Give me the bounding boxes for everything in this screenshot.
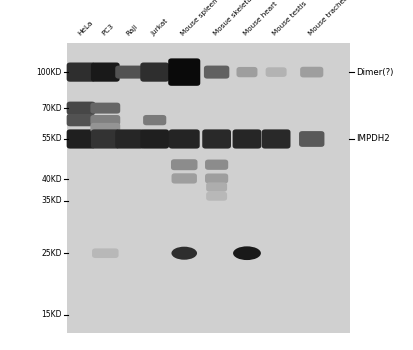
Text: HeLa: HeLa bbox=[77, 20, 94, 37]
FancyBboxPatch shape bbox=[204, 65, 229, 79]
Text: 100KD: 100KD bbox=[37, 68, 62, 77]
Text: Dimer(?): Dimer(?) bbox=[356, 68, 393, 77]
FancyBboxPatch shape bbox=[237, 67, 257, 77]
FancyBboxPatch shape bbox=[168, 58, 200, 86]
Text: PC3: PC3 bbox=[101, 23, 115, 37]
Ellipse shape bbox=[171, 247, 197, 260]
FancyBboxPatch shape bbox=[140, 63, 169, 82]
FancyBboxPatch shape bbox=[115, 65, 144, 79]
FancyBboxPatch shape bbox=[66, 114, 95, 126]
FancyBboxPatch shape bbox=[91, 63, 120, 82]
Text: IMPDH2: IMPDH2 bbox=[356, 134, 389, 144]
FancyBboxPatch shape bbox=[202, 130, 231, 149]
Text: 40KD: 40KD bbox=[41, 175, 62, 184]
FancyBboxPatch shape bbox=[140, 130, 169, 149]
FancyBboxPatch shape bbox=[300, 67, 323, 77]
FancyBboxPatch shape bbox=[115, 130, 144, 149]
FancyBboxPatch shape bbox=[91, 130, 120, 149]
FancyBboxPatch shape bbox=[206, 192, 227, 201]
Text: Mosue skeletal muscle: Mosue skeletal muscle bbox=[212, 0, 275, 37]
FancyBboxPatch shape bbox=[169, 130, 200, 149]
FancyBboxPatch shape bbox=[66, 102, 95, 115]
FancyBboxPatch shape bbox=[171, 159, 197, 170]
FancyBboxPatch shape bbox=[266, 67, 287, 77]
FancyBboxPatch shape bbox=[143, 115, 166, 125]
Ellipse shape bbox=[233, 246, 261, 260]
FancyBboxPatch shape bbox=[262, 130, 290, 149]
FancyBboxPatch shape bbox=[66, 130, 95, 149]
Bar bbox=[67, 43, 350, 333]
FancyBboxPatch shape bbox=[171, 173, 197, 183]
FancyBboxPatch shape bbox=[205, 160, 228, 170]
FancyBboxPatch shape bbox=[92, 248, 119, 258]
FancyBboxPatch shape bbox=[206, 182, 227, 192]
Text: Mouse heart: Mouse heart bbox=[243, 1, 279, 37]
Text: 35KD: 35KD bbox=[41, 196, 62, 205]
FancyBboxPatch shape bbox=[66, 63, 95, 82]
Text: Mouse testis: Mouse testis bbox=[272, 0, 308, 37]
FancyBboxPatch shape bbox=[205, 174, 228, 183]
Text: 15KD: 15KD bbox=[42, 310, 62, 320]
Text: Mouse trachea: Mouse trachea bbox=[308, 0, 349, 37]
FancyBboxPatch shape bbox=[233, 130, 261, 149]
FancyBboxPatch shape bbox=[90, 123, 120, 132]
FancyBboxPatch shape bbox=[90, 103, 120, 114]
Text: 25KD: 25KD bbox=[42, 249, 62, 258]
Text: Mouse spleen: Mouse spleen bbox=[180, 0, 219, 37]
FancyBboxPatch shape bbox=[299, 131, 325, 147]
FancyBboxPatch shape bbox=[90, 115, 120, 125]
Text: Raji: Raji bbox=[126, 23, 139, 37]
Text: Jurkat: Jurkat bbox=[150, 18, 170, 37]
Text: 55KD: 55KD bbox=[41, 134, 62, 144]
Text: 70KD: 70KD bbox=[41, 104, 62, 113]
